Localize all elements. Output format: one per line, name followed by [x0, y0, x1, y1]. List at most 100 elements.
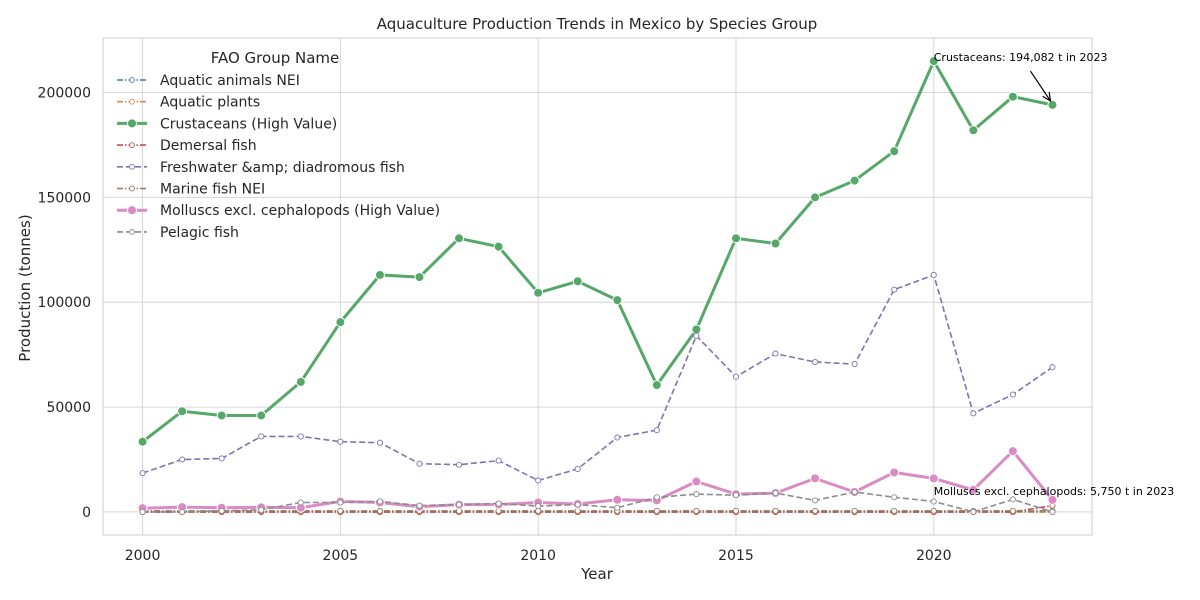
data-point: [495, 457, 502, 464]
data-point: [614, 504, 621, 511]
data-point: [297, 499, 304, 506]
legend-marker: [129, 185, 135, 192]
series-line: [142, 504, 1053, 513]
legend-label: Pelagic fish: [160, 225, 239, 241]
legend-marker: [129, 98, 135, 105]
legend-item: Freshwater &amp; diadromous fish: [117, 160, 405, 176]
series-7: [139, 488, 1056, 515]
data-point: [849, 175, 860, 186]
legend-marker: [129, 163, 135, 170]
y-tick-label: 50000: [46, 400, 91, 416]
data-point: [416, 502, 423, 509]
data-point: [1007, 446, 1018, 457]
data-point: [574, 501, 581, 508]
data-point: [651, 380, 662, 391]
data-point: [335, 317, 346, 328]
y-tick-label: 100000: [38, 295, 91, 311]
data-point: [137, 436, 148, 447]
data-point: [891, 494, 898, 501]
legend-label: Freshwater &amp; diadromous fish: [160, 160, 405, 176]
x-tick-label: 2015: [718, 548, 754, 564]
legend-marker: [129, 77, 135, 83]
data-point: [455, 501, 463, 508]
legend-item: Crustaceans (High Value): [117, 116, 337, 132]
series-5: [139, 507, 1056, 514]
data-point: [772, 350, 779, 357]
series-2: [137, 56, 1058, 447]
legend-label: Molluscs excl. cephalopods (High Value): [160, 203, 440, 219]
data-point: [374, 269, 385, 280]
data-point: [614, 434, 621, 441]
data-point: [812, 358, 819, 366]
data-point: [889, 467, 900, 478]
data-point: [810, 473, 821, 484]
data-point: [1009, 507, 1016, 514]
data-point: [889, 146, 900, 157]
data-point: [258, 506, 265, 513]
y-tick-label: 200000: [38, 86, 91, 102]
data-point: [968, 125, 979, 136]
data-point: [256, 410, 267, 421]
legend-marker: [127, 118, 137, 129]
data-point: [968, 484, 979, 495]
legend-marker: [127, 205, 137, 216]
data-point: [653, 507, 660, 514]
legend-label: Aquatic animals NEI: [160, 73, 300, 89]
annotations: Crustaceans: 194,082 t in 2023 Molluscs e…: [934, 51, 1175, 498]
data-point: [970, 410, 977, 417]
y-axis-title: Production (tonnes): [16, 214, 34, 361]
legend-label: Demersal fish: [160, 138, 257, 154]
plot-frame: [102, 37, 1093, 536]
data-point: [337, 438, 344, 445]
series-4: [139, 271, 1056, 484]
data-point: [851, 361, 858, 368]
data-point: [691, 324, 702, 335]
data-point: [218, 507, 225, 514]
data-point: [851, 507, 858, 514]
data-point: [493, 241, 504, 252]
legend-label: Aquatic plants: [160, 95, 260, 111]
data-point: [851, 488, 858, 496]
legend: FAO Group Name Aquatic animals NEI Aquatic…: [117, 49, 440, 241]
data-point: [930, 507, 937, 514]
legend-item: Molluscs excl. cephalopods (High Value): [117, 203, 440, 219]
annotation-arrowhead: [1042, 91, 1052, 103]
data-point: [1009, 496, 1016, 503]
legend-item: Pelagic fish: [117, 225, 239, 241]
data-point: [653, 494, 660, 501]
legend-label: Marine fish NEI: [160, 182, 265, 198]
data-point: [258, 433, 265, 440]
data-point: [1047, 99, 1058, 110]
data-point: [732, 492, 740, 499]
data-point: [693, 332, 700, 339]
series-line: [142, 274, 1053, 482]
x-tick-label: 2000: [125, 548, 161, 564]
x-tick-label: 2020: [916, 548, 952, 564]
legend-item: Aquatic plants: [117, 95, 260, 111]
data-point: [928, 56, 939, 67]
data-point: [179, 456, 186, 463]
chart-title: Aquaculture Production Trends in Mexico …: [377, 15, 818, 33]
data-point: [454, 233, 465, 244]
data-point: [574, 465, 581, 472]
data-point: [691, 476, 702, 487]
data-point: [612, 494, 623, 505]
data-point: [812, 507, 819, 514]
data-point: [337, 499, 344, 506]
data-point: [772, 490, 779, 497]
series-line: [141, 59, 1053, 443]
data-point: [416, 460, 423, 467]
data-point: [535, 503, 542, 510]
x-tick-label: 2010: [520, 548, 556, 564]
data-point: [810, 192, 821, 203]
data-point: [612, 295, 623, 306]
legend-marker: [129, 229, 135, 235]
data-point: [772, 507, 779, 514]
data-point: [216, 410, 227, 421]
grid: [103, 38, 1092, 535]
annotation-text: Molluscs excl. cephalopods: 5,750 t in 2…: [934, 485, 1175, 498]
data-point: [337, 507, 344, 514]
data-point: [495, 500, 502, 507]
data-point: [891, 286, 898, 293]
